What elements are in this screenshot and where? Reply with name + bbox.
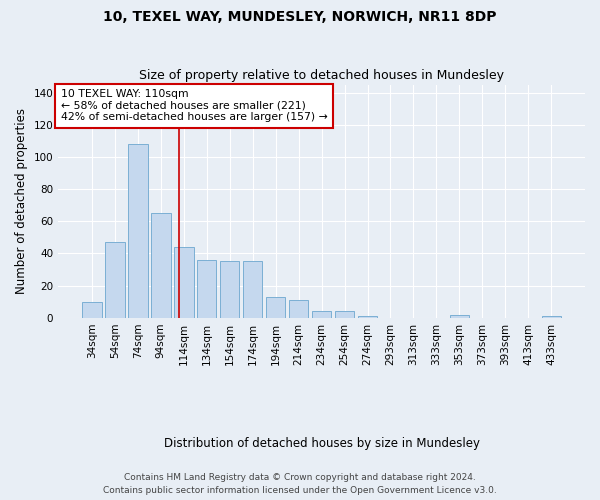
Bar: [105, 242, 125, 318]
Bar: [151, 213, 170, 318]
Bar: [358, 316, 377, 318]
Text: Contains HM Land Registry data © Crown copyright and database right 2024.
Contai: Contains HM Land Registry data © Crown c…: [103, 474, 497, 495]
Y-axis label: Number of detached properties: Number of detached properties: [15, 108, 28, 294]
Bar: [542, 316, 561, 318]
Bar: [289, 300, 308, 318]
Bar: [82, 302, 101, 318]
Title: Size of property relative to detached houses in Mundesley: Size of property relative to detached ho…: [139, 69, 504, 82]
Bar: [266, 297, 286, 318]
Bar: [243, 262, 262, 318]
Bar: [312, 312, 331, 318]
Text: 10, TEXEL WAY, MUNDESLEY, NORWICH, NR11 8DP: 10, TEXEL WAY, MUNDESLEY, NORWICH, NR11 …: [103, 10, 497, 24]
Bar: [335, 312, 355, 318]
X-axis label: Distribution of detached houses by size in Mundesley: Distribution of detached houses by size …: [164, 437, 479, 450]
Bar: [449, 314, 469, 318]
Bar: [174, 247, 194, 318]
Bar: [128, 144, 148, 318]
Bar: [197, 260, 217, 318]
Text: 10 TEXEL WAY: 110sqm
← 58% of detached houses are smaller (221)
42% of semi-deta: 10 TEXEL WAY: 110sqm ← 58% of detached h…: [61, 89, 328, 122]
Bar: [220, 262, 239, 318]
